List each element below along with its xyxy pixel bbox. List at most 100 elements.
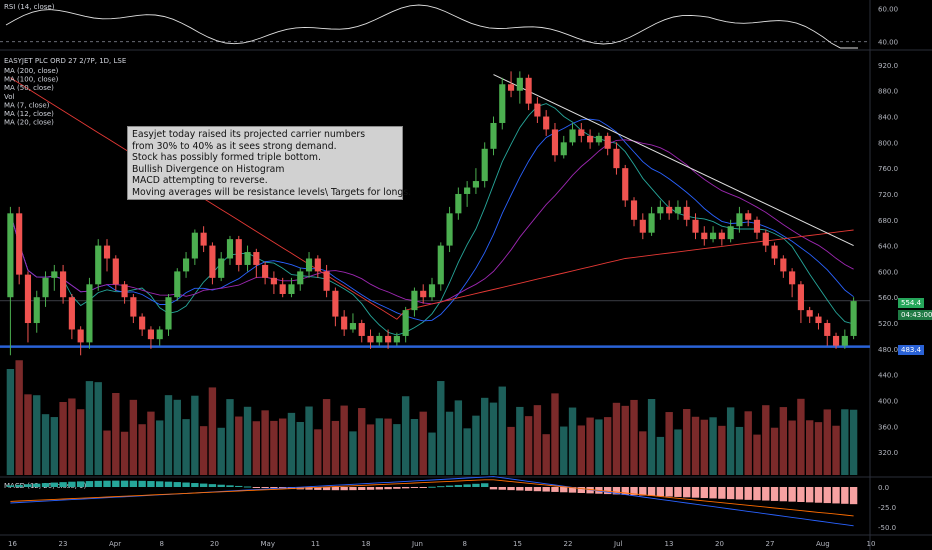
candle-body	[411, 290, 418, 311]
signal-line	[10, 479, 854, 517]
macd-histogram-bar	[340, 487, 348, 491]
macd-histogram-bar	[656, 487, 665, 497]
volume-bar	[463, 428, 471, 475]
volume-bar	[472, 415, 480, 475]
x-tick-label: 27	[766, 540, 775, 548]
candle-body	[244, 252, 251, 265]
rsi-label: RSI (14, close)	[4, 3, 55, 11]
volume-bar	[401, 396, 410, 475]
macd-histogram-bar	[68, 481, 76, 487]
annotation-box: Easyjet today raised its projected carri…	[127, 126, 411, 200]
x-tick-label: Aug	[816, 540, 830, 548]
macd-histogram-bar	[322, 487, 331, 491]
x-tick-label: 13	[665, 540, 674, 548]
candle-body	[358, 323, 365, 336]
volume-bar	[252, 421, 261, 475]
symbol-label: EASYJET PLC ORD 27 2/7P, 1D, LSE	[4, 57, 126, 65]
volume-bar	[243, 406, 252, 475]
candle-body	[701, 232, 708, 240]
indicator-label: MA (50, close)	[4, 84, 54, 92]
volume-bar	[841, 409, 849, 475]
candle-body	[16, 213, 23, 275]
x-tick-label: 20	[715, 540, 724, 548]
ma-line	[9, 118, 854, 322]
volume-bar	[709, 417, 717, 475]
candle-body	[490, 122, 497, 149]
macd-histogram-bar	[849, 487, 858, 505]
x-tick-label: 10	[867, 540, 876, 548]
macd-histogram-bar	[401, 487, 410, 489]
volume-bar	[656, 436, 665, 475]
candle-body	[42, 277, 49, 298]
macd-histogram-bar	[674, 487, 682, 497]
candle-body	[121, 284, 128, 298]
volume-bar	[481, 397, 489, 475]
candle-body	[709, 232, 717, 240]
annotation-line: MACD attempting to reverse.	[132, 175, 268, 187]
x-tick-label: 8	[160, 540, 164, 548]
y-tick-label: 520.0	[878, 320, 898, 328]
x-tick-label: May	[261, 540, 275, 548]
volume-bar	[15, 360, 23, 475]
candle-body	[112, 258, 119, 285]
candle-body	[428, 284, 436, 298]
volume-bar	[498, 386, 506, 475]
candle-body	[569, 129, 576, 143]
candle-body	[622, 168, 629, 201]
volume-bar	[85, 381, 94, 475]
y-tick-label: 440.0	[878, 372, 898, 380]
macd-histogram-bar	[243, 486, 252, 488]
macd-histogram-bar	[639, 487, 647, 496]
candle-body	[745, 213, 752, 220]
macd-histogram-bar	[691, 487, 700, 498]
macd-histogram-bar	[630, 487, 638, 496]
candle-body	[305, 258, 313, 272]
volume-bar	[691, 416, 700, 475]
candle-body	[385, 335, 392, 343]
candle-body	[578, 129, 585, 136]
x-tick-label: Jun	[411, 540, 423, 548]
x-tick-label: 22	[564, 540, 573, 548]
volume-bar	[278, 418, 287, 475]
volume-bar	[349, 431, 357, 475]
macd-histogram-bar	[797, 487, 805, 502]
macd-histogram-bar	[621, 487, 629, 495]
macd-histogram-bar	[305, 487, 313, 490]
candle-body	[279, 284, 286, 294]
y-tick-label: 600.0	[878, 268, 898, 276]
volume-bar	[849, 409, 858, 475]
macd-histogram-bar	[481, 483, 489, 487]
candle-body	[402, 310, 409, 336]
candle-body	[832, 335, 840, 346]
volume-bar	[24, 394, 32, 475]
trend-line	[493, 74, 854, 247]
candle-body	[182, 258, 190, 272]
macd-histogram-bar	[6, 485, 15, 487]
candle-body	[762, 232, 769, 246]
rsi-line	[5, 4, 858, 49]
y-tick-label: 400.0	[878, 397, 898, 405]
candle-body	[674, 206, 682, 214]
volume-bar	[779, 407, 788, 475]
volume-bar	[235, 416, 243, 475]
annotation-line: from 30% to 40% as it sees strong demand…	[132, 140, 337, 152]
candle-body	[595, 135, 602, 143]
macd-histogram-bar	[524, 487, 533, 491]
volume-bar	[700, 419, 708, 475]
macd-histogram-bar	[94, 480, 102, 487]
candle-body	[639, 219, 646, 233]
candle-body	[534, 103, 541, 117]
annotation-line: Easyjet today raised its projected carri…	[132, 129, 366, 140]
axes: 920.0880.0840.0800.0760.0720.0680.0640.0…	[8, 62, 898, 548]
candle-body	[692, 219, 699, 233]
candle-body	[499, 84, 506, 123]
candle-body	[156, 329, 163, 340]
volume-bar	[762, 405, 770, 475]
candle-body	[191, 232, 198, 259]
volume-bar	[226, 399, 234, 475]
volume-bar	[76, 409, 85, 475]
rsi-tick-label: 60.00	[878, 5, 898, 13]
macd-histogram-bar	[419, 487, 427, 488]
